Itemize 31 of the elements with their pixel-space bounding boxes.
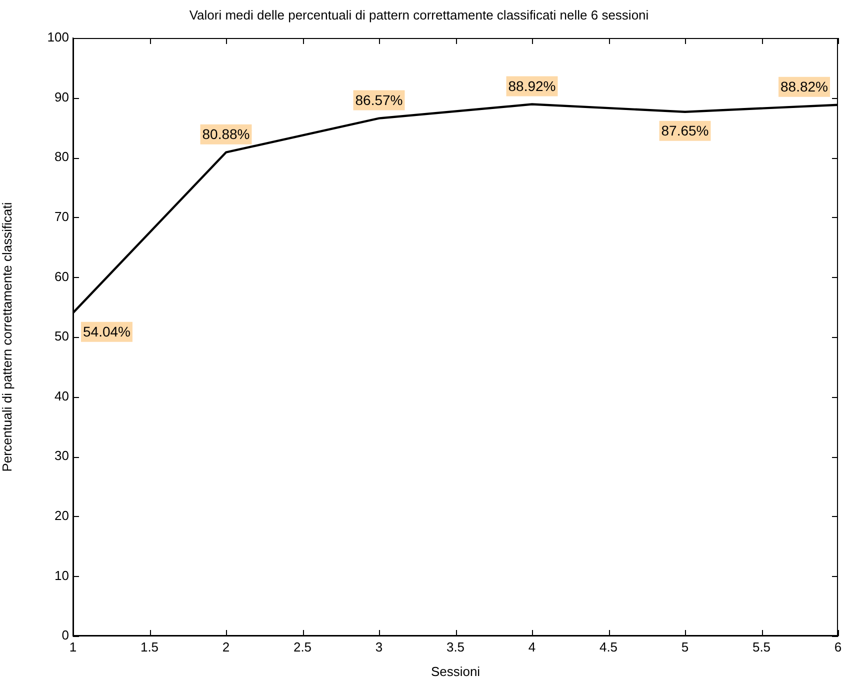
x-tick-label: 5 xyxy=(681,639,689,654)
y-tick-label: 60 xyxy=(54,268,69,284)
x-axis-title: Sessioni xyxy=(430,664,480,679)
x-tick-label: 5.5 xyxy=(752,639,771,654)
x-tick-label: 6 xyxy=(834,639,842,654)
data-label: 88.82% xyxy=(780,78,828,95)
x-tick-label: 3.5 xyxy=(446,639,465,654)
x-tick-label: 4.5 xyxy=(599,639,618,654)
x-tick-label: 1.5 xyxy=(140,639,159,654)
y-tick-label: 40 xyxy=(54,388,69,404)
data-label: 86.57% xyxy=(355,92,403,108)
data-label: 80.88% xyxy=(202,126,250,142)
x-tick-label: 3 xyxy=(375,639,383,654)
x-tick-label: 4 xyxy=(528,639,536,654)
chart-title: Valori medi delle percentuali di pattern correttamente classificati nelle 6 sessioni xyxy=(189,7,649,22)
y-tick-label: 100 xyxy=(47,30,69,45)
data-label: 88.92% xyxy=(508,78,556,94)
y-tick-label: 0 xyxy=(62,628,69,643)
y-tick-label: 10 xyxy=(54,568,69,583)
x-tick-label: 1 xyxy=(69,639,77,654)
data-label: 87.65% xyxy=(661,122,709,139)
data-label: 54.04% xyxy=(83,324,130,340)
x-tick-label: 2 xyxy=(222,639,230,654)
y-tick-label: 70 xyxy=(54,208,69,224)
y-tick-label: 80 xyxy=(54,149,69,164)
y-tick-label: 50 xyxy=(54,328,69,344)
y-axis-title: Percentuali di pattern correttamente classificati xyxy=(0,202,14,472)
y-tick-label: 20 xyxy=(54,508,69,523)
x-tick-label: 2.5 xyxy=(293,639,312,654)
y-tick-label: 90 xyxy=(54,89,69,104)
y-tick-label: 30 xyxy=(54,448,69,464)
